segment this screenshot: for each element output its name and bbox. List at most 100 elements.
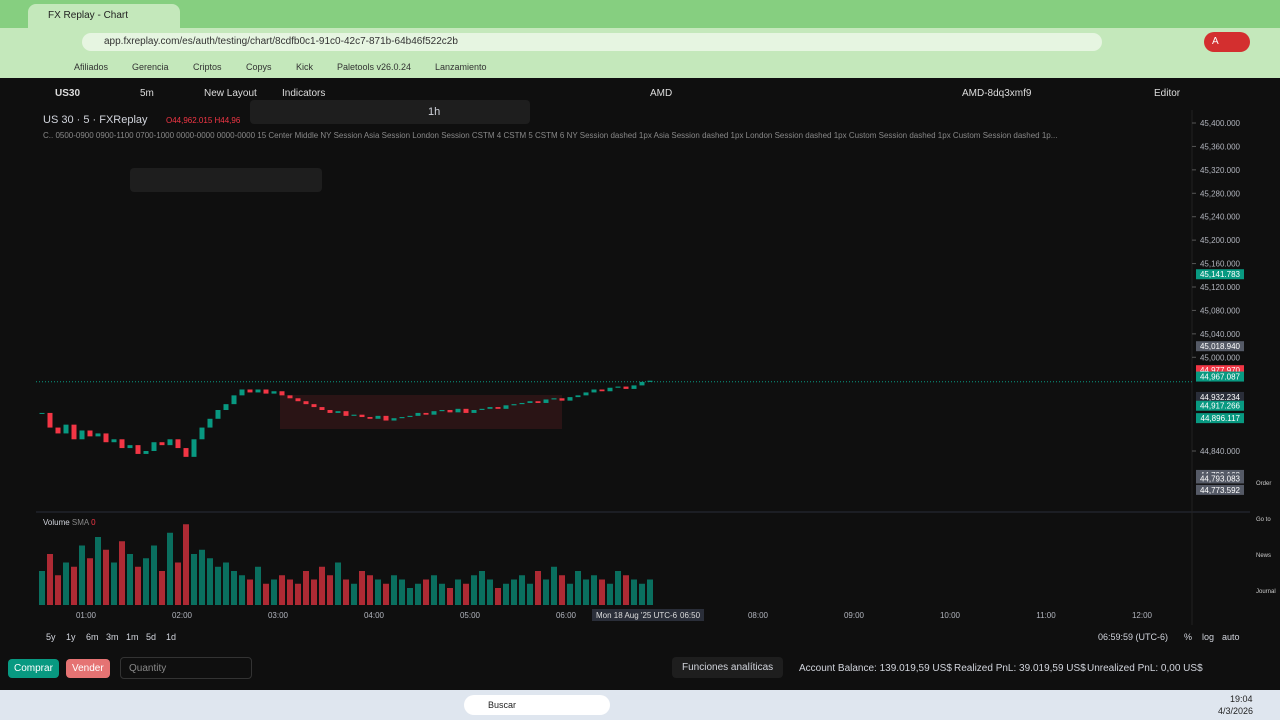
buy-button[interactable]: Comprar	[8, 659, 59, 678]
bookmark[interactable]: Afiliados	[74, 62, 109, 72]
candle	[327, 410, 333, 413]
sidebar-item[interactable]: Journal	[1256, 589, 1276, 595]
sidebar-item[interactable]: Go to	[1256, 517, 1271, 523]
candle	[623, 386, 629, 389]
candle	[167, 439, 173, 446]
price-badge-label: 44,977.970	[1200, 366, 1241, 375]
volume-bar	[535, 571, 541, 605]
volume-bar	[247, 579, 253, 605]
log[interactable]: log	[1202, 632, 1215, 642]
volume-bar	[615, 571, 621, 605]
volume-bar	[87, 558, 93, 605]
candle	[319, 407, 325, 410]
y-tick-label: 45,240.000	[1200, 213, 1241, 222]
volume-bar	[39, 571, 45, 605]
volume-bar	[559, 575, 565, 605]
realized-pnl: Realized PnL: 39.019,59 US$	[954, 663, 1086, 674]
candle	[607, 387, 613, 392]
x-tick-label: 03:00	[268, 611, 289, 620]
candle	[543, 399, 549, 403]
x-tick-label: 11:00	[1036, 611, 1056, 620]
clock: 06:59:59 (UTC-6)	[1098, 632, 1169, 642]
tab-strip	[0, 0, 1280, 28]
sidebar-item[interactable]: Order	[1256, 481, 1272, 487]
volume-bar	[119, 541, 125, 605]
volume-bar	[495, 588, 501, 605]
volume-bar	[455, 579, 461, 605]
layout[interactable]: New Layout	[204, 88, 257, 99]
center-label: AMD	[650, 88, 673, 99]
editor[interactable]: Editor	[1154, 88, 1181, 99]
range-button[interactable]: 5d	[146, 632, 157, 642]
interval[interactable]: 5m	[140, 88, 154, 99]
browser-tab[interactable]: FX Replay - Chart	[28, 4, 180, 28]
sidebar-item[interactable]: News	[1256, 553, 1272, 559]
volume-bar	[383, 583, 389, 605]
candle	[343, 411, 349, 416]
range-button[interactable]: 3m	[106, 632, 119, 642]
y-tick-label: 45,120.000	[1200, 283, 1241, 292]
session-box	[280, 395, 562, 429]
date: 4/3/2026	[1218, 706, 1254, 716]
candle	[415, 412, 421, 416]
volume-bar	[263, 583, 269, 605]
volume-bar	[431, 575, 437, 605]
percent[interactable]: %	[1184, 632, 1193, 642]
price-badge-label: 44,896.117	[1201, 414, 1241, 423]
y-tick-label: 45,040.000	[1200, 330, 1241, 339]
auto[interactable]: auto	[1222, 632, 1240, 642]
candle	[199, 427, 205, 440]
url-bar[interactable]: app.fxreplay.com/es/auth/testing/chart/8…	[82, 33, 1102, 51]
ohlc: O44,962.015 H44,96	[166, 116, 241, 125]
price-badge-label: 44,793.083	[1200, 474, 1241, 483]
quantity-input[interactable]: Quantity	[120, 657, 252, 679]
range-button[interactable]: 6m	[86, 632, 99, 642]
x-tick-label: 04:00	[364, 611, 385, 620]
crosshair-label-bg	[592, 609, 704, 621]
volume-bar	[319, 566, 325, 605]
price-badge	[1196, 413, 1244, 424]
bookmark[interactable]: Paletools v26.0.24	[337, 62, 412, 72]
candle	[631, 385, 637, 389]
volume-bar	[639, 583, 645, 605]
unrealized-pnl: Unrealized PnL: 0,00 US$	[1087, 663, 1203, 674]
price-badge-label: 44,773.592	[1200, 486, 1241, 495]
account[interactable]: AMD-8dq3xmf9	[962, 88, 1032, 99]
range-button[interactable]: 1y	[66, 632, 76, 642]
candle	[367, 417, 373, 419]
indicators[interactable]: Indicators	[282, 88, 326, 99]
candle	[487, 407, 493, 409]
analytics-button[interactable]: Funciones analíticas	[672, 657, 784, 678]
search[interactable]: Buscar	[464, 695, 610, 715]
bookmark[interactable]: Criptos	[193, 62, 222, 72]
volume-bar	[207, 558, 213, 605]
bookmark[interactable]: Copys	[246, 62, 272, 72]
bookmark[interactable]: Kick	[296, 62, 314, 72]
candle	[159, 442, 165, 446]
range-button[interactable]: 1m	[126, 632, 139, 642]
volume-bar	[607, 583, 613, 605]
volume-bar	[111, 562, 117, 605]
replay-interval[interactable]: 1h	[428, 106, 441, 118]
volume-bar	[63, 562, 69, 605]
range-button[interactable]: 1d	[166, 632, 177, 642]
sell-button[interactable]: Vender	[66, 659, 110, 678]
crosshair-time: 06:50	[680, 611, 701, 620]
chart-toolbar: US30 5m New Layout Indicators AMD AMD-8d…	[0, 82, 1280, 106]
profile[interactable]: A	[1204, 32, 1250, 52]
range-button[interactable]: 5y	[46, 632, 56, 642]
candle	[63, 424, 69, 434]
candle	[175, 439, 181, 449]
y-tick-label: 45,080.000	[1200, 306, 1241, 315]
sessions: C.. 0500-0900 0900-1100 0700-1000 0000-0…	[43, 131, 1058, 140]
volume-value: 0	[91, 518, 96, 527]
symbol[interactable]: US30	[55, 88, 81, 99]
volume-bar	[95, 537, 101, 605]
price-badge	[1196, 269, 1244, 280]
bookmark[interactable]: Gerencia	[132, 62, 169, 72]
bookmark[interactable]: Lanzamiento	[435, 62, 487, 72]
volume-bar	[127, 554, 133, 605]
x-tick-label: 01:00	[76, 611, 97, 620]
candle	[295, 398, 301, 402]
volume-bar	[287, 579, 293, 605]
